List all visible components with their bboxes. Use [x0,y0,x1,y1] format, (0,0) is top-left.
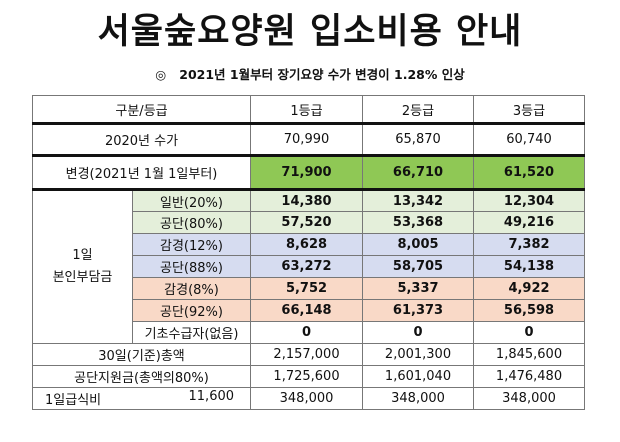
cell-value: 70,990 [250,123,364,157]
cell-value: 49,216 [473,211,586,234]
cell-value: 7,382 [473,233,586,256]
cell-value: 1,725,600 [250,365,364,388]
sub-row-nhis-88: 공단(88%) 63,272 58,705 54,138 [33,255,586,278]
cell-value: 54,138 [473,255,586,278]
header-grade-1: 1등급 [250,95,364,125]
sub-row-nhis-80: 공단(80%) 57,520 53,368 49,216 [33,211,586,234]
header-grade-3: 3등급 [473,95,586,125]
sub-row-label: 공단(88%) [131,255,252,278]
row-label: 2020년 수가 [31,123,252,157]
cell-value: 8,005 [362,233,475,256]
cell-value: 1,845,600 [473,343,586,366]
sub-row-reduced-8: 감경(8%) 5,752 5,337 4,922 [33,277,586,300]
sub-row-label: 기초수급자(없음) [131,321,252,344]
cell-value: 4,922 [473,277,586,300]
meal-unit-price: 11,600 [188,389,235,404]
cell-value: 5,337 [362,277,475,300]
sub-row-label: 감경(12%) [131,233,252,256]
sub-row-nhis-92: 공단(92%) 66,148 61,373 56,598 [33,299,586,322]
row-total-30days: 30일(기준)총액 2,157,000 2,001,300 1,845,600 [31,343,586,366]
cell-value: 66,148 [250,299,364,322]
cell-value: 13,342 [362,188,475,212]
sub-row-label: 공단(92%) [131,299,252,322]
cell-value: 1,476,480 [473,365,586,388]
cell-value: 348,000 [473,387,586,410]
cell-value: 57,520 [250,211,364,234]
row-meal-cost: 1일급식비 11,600 348,000 348,000 348,000 [31,387,586,410]
cell-value: 0 [473,321,586,344]
sub-row-label: 공단(80%) [131,211,252,234]
group-label-line2: 본인부담금 [52,270,113,285]
cell-value: 71,900 [250,155,364,190]
cell-value: 53,368 [362,211,475,234]
cell-value: 2,157,000 [250,343,364,366]
group-label-line1: 1일 [72,248,93,263]
sub-row-basic-recipient: 기초수급자(없음) 0 0 0 [33,321,586,344]
cell-value: 60,740 [473,123,586,157]
header-row: 구분/등급 1등급 2등급 3등급 [31,95,586,125]
subtitle: ◎ 2021년 1월부터 장기요양 수가 변경이 1.28% 인상 [0,66,620,84]
cell-value: 65,870 [362,123,475,157]
cell-value: 56,598 [473,299,586,322]
sub-row-label: 감경(8%) [131,277,252,300]
meal-label-cell: 1일급식비 11,600 [31,387,252,410]
subtitle-text: 2021년 1월부터 장기요양 수가 변경이 1.28% 인상 [179,67,465,82]
cell-value: 14,380 [250,188,364,212]
cell-value: 63,272 [250,255,364,278]
cell-value: 0 [250,321,364,344]
row-label: 공단지원금(총액의80%) [31,365,252,388]
header-category: 구분/등급 [31,95,252,125]
row-2020: 2020년 수가 70,990 65,870 60,740 [31,123,586,157]
cell-value: 61,520 [473,155,586,190]
row-label: 변경(2021년 1월 1일부터) [31,155,252,190]
cell-value: 5,752 [250,277,364,300]
copay-group-label: 1일 본인부담금 [32,188,133,344]
cell-value: 12,304 [473,188,586,212]
cell-value: 66,710 [362,155,475,190]
cell-value: 8,628 [250,233,364,256]
header-grade-2: 2등급 [362,95,475,125]
cell-value: 348,000 [250,387,364,410]
cell-value: 1,601,040 [362,365,475,388]
sub-row-general: 1일 본인부담금 일반(20%) 14,380 13,342 12,304 [32,188,586,344]
cell-value: 348,000 [362,387,475,410]
cell-value: 61,373 [362,299,475,322]
cell-value: 0 [362,321,475,344]
page-title: 서울숲요양원 입소비용 안내 [97,12,523,52]
row-label: 30일(기준)총액 [31,343,252,366]
cell-value: 2,001,300 [362,343,475,366]
fee-table: 구분/등급 1등급 2등급 3등급 2020년 수가 70,990 65,870… [31,95,586,410]
row-change: 변경(2021년 1월 1일부터) 71,900 66,710 61,520 [31,155,586,190]
sub-row-label: 일반(20%) [131,188,252,212]
cell-value: 58,705 [362,255,475,278]
row-nhis-support: 공단지원금(총액의80%) 1,725,600 1,601,040 1,476,… [31,365,586,388]
bullet-icon: ◎ [155,67,167,82]
row-label: 1일급식비 [45,393,102,408]
